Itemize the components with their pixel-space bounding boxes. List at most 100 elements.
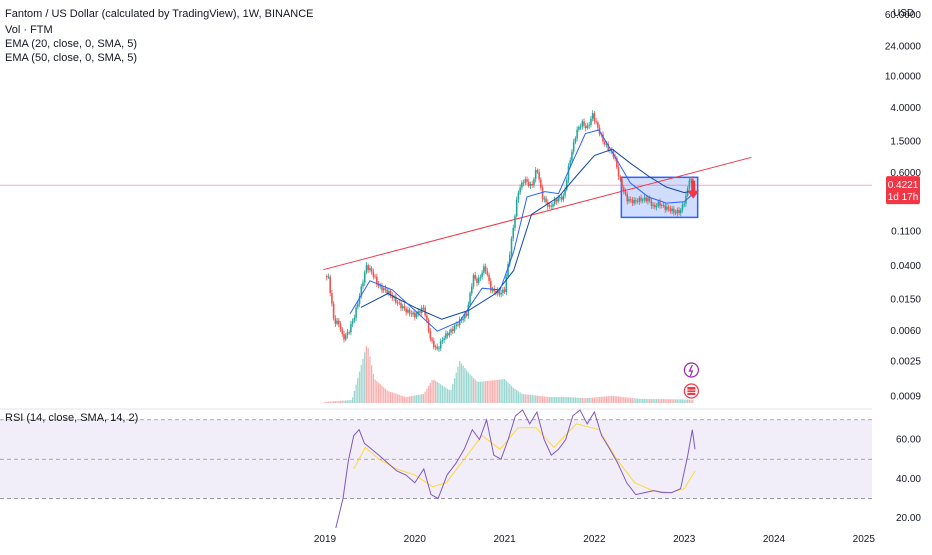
- volume-bar: [474, 379, 476, 403]
- volume-bar: [481, 381, 483, 403]
- volume-bar: [450, 389, 452, 403]
- volume-bar: [443, 386, 445, 403]
- candle-body: [626, 194, 629, 202]
- volume-bar: [524, 394, 526, 403]
- rsi-label[interactable]: RSI (14, close, SMA, 14, 2): [5, 412, 139, 424]
- flag-icon: [683, 383, 699, 399]
- volume-bar: [624, 397, 627, 403]
- candle-body: [481, 272, 483, 277]
- volume-bar: [384, 388, 387, 403]
- volume-bar: [578, 397, 580, 403]
- price-tick-label: 0.0400: [890, 261, 921, 272]
- candle-body: [329, 276, 331, 294]
- volume-bar: [500, 379, 502, 403]
- candle-body: [417, 311, 420, 314]
- volume-bar: [588, 397, 590, 403]
- candle-body: [597, 122, 599, 128]
- candle-body: [489, 280, 492, 291]
- candle-body: [654, 204, 656, 208]
- candle-body: [647, 198, 649, 202]
- candle-body: [578, 126, 580, 130]
- volume-bar: [326, 401, 328, 403]
- candle-body: [534, 170, 537, 180]
- volume-bar: [604, 396, 606, 403]
- rsi-tick-label: 40.00: [896, 474, 921, 485]
- volume-bar: [402, 395, 404, 403]
- volume-bar: [552, 397, 554, 403]
- study-volume[interactable]: Vol · FTM: [5, 24, 53, 36]
- candle-body: [590, 118, 592, 125]
- volume-bar: [507, 382, 509, 403]
- candle-body: [560, 197, 563, 200]
- candle-body: [526, 179, 528, 182]
- candle-body: [434, 346, 437, 348]
- candle-body: [367, 265, 369, 271]
- volume-bar: [329, 401, 331, 403]
- candle-body: [572, 142, 575, 152]
- study-ema50[interactable]: EMA (50, close, 0, SMA, 5): [5, 52, 138, 64]
- candle-body: [441, 339, 444, 342]
- volume-bar: [419, 394, 421, 403]
- candle-body: [621, 179, 623, 188]
- candle-body: [636, 201, 639, 203]
- volume-bar: [479, 381, 482, 403]
- time-tick-label: 2024: [763, 534, 786, 545]
- volume-bar: [661, 399, 663, 403]
- price-tick-label: 0.0060: [890, 326, 921, 337]
- candle-body: [550, 205, 553, 207]
- volume-bar: [681, 399, 684, 403]
- chart-title[interactable]: Fantom / US Dollar (calculated by Tradin…: [5, 8, 314, 20]
- volume-bar: [526, 394, 528, 403]
- candle-body: [631, 199, 634, 204]
- study-ema20[interactable]: EMA (20, close, 0, SMA, 5): [5, 38, 138, 50]
- candle-body: [635, 200, 637, 202]
- price-tick-label: 0.1100: [891, 226, 921, 237]
- volume-bar: [331, 401, 333, 403]
- candle-body: [581, 121, 584, 127]
- candle-body: [527, 181, 530, 186]
- volume-bar: [452, 384, 454, 403]
- candle-body: [379, 285, 382, 287]
- candle-body: [477, 277, 480, 283]
- current-price-badge: [886, 176, 920, 205]
- volume-bar: [395, 393, 397, 403]
- price-tick-label: 60.0000: [885, 10, 922, 21]
- volume-bar: [365, 345, 368, 403]
- volume-bar: [535, 395, 537, 403]
- volume-bar: [464, 367, 466, 403]
- candle-body: [450, 329, 452, 333]
- volume-bar: [597, 397, 599, 403]
- range-box[interactable]: [620, 176, 699, 219]
- time-tick-label: 2023: [673, 534, 696, 545]
- countdown-label: 1d 17h: [888, 192, 919, 203]
- candle-body: [408, 309, 411, 314]
- volume-bar: [614, 396, 616, 403]
- candle-body: [426, 315, 428, 320]
- candle-body: [372, 271, 375, 277]
- candle-body: [643, 197, 646, 200]
- candle-body: [336, 320, 338, 324]
- volume-bar: [536, 395, 539, 403]
- candle-body: [507, 264, 509, 277]
- volume-bar: [647, 398, 649, 403]
- candle-body: [401, 306, 404, 309]
- candle-body: [341, 329, 344, 335]
- candle-body: [574, 138, 577, 143]
- candle-body: [588, 124, 591, 126]
- volume-bar: [519, 392, 521, 403]
- candle-body: [427, 319, 430, 332]
- candle-body: [671, 208, 673, 212]
- volume-bar: [571, 397, 573, 403]
- volume-bar: [566, 397, 568, 403]
- volume-bar: [560, 397, 563, 403]
- candle-body: [519, 187, 521, 193]
- candle-body: [652, 204, 654, 206]
- candle-body: [591, 113, 594, 119]
- chart-icons[interactable]: [683, 362, 699, 399]
- candle-body: [545, 198, 547, 203]
- volume-bar: [666, 399, 668, 403]
